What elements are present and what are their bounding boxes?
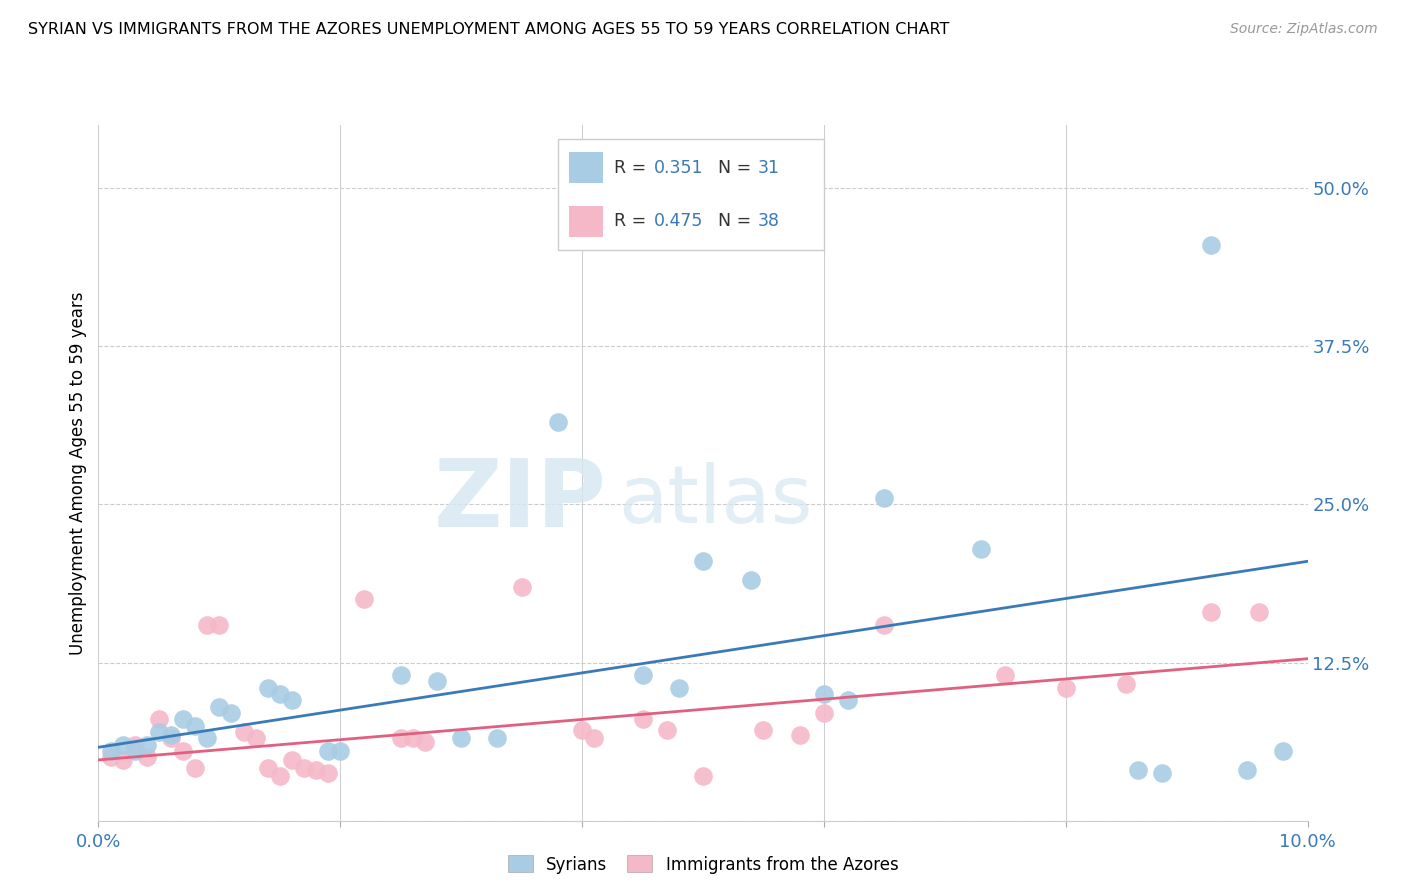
Point xyxy=(813,706,835,720)
Point xyxy=(305,763,328,777)
Point xyxy=(256,681,278,695)
Point xyxy=(486,731,509,746)
Point xyxy=(353,592,375,607)
Point xyxy=(100,750,122,764)
Point xyxy=(124,738,146,752)
Point xyxy=(148,725,170,739)
Point xyxy=(655,723,678,737)
Point xyxy=(281,693,304,707)
Point xyxy=(281,753,304,767)
Point xyxy=(172,744,194,758)
Text: ZIP: ZIP xyxy=(433,455,606,547)
Point xyxy=(329,744,352,758)
Point xyxy=(510,580,533,594)
Point xyxy=(450,731,472,746)
Point xyxy=(256,760,278,774)
Point xyxy=(752,723,775,737)
Point xyxy=(740,574,762,588)
Point xyxy=(426,674,449,689)
FancyBboxPatch shape xyxy=(558,139,824,250)
Bar xyxy=(568,153,603,184)
Text: SYRIAN VS IMMIGRANTS FROM THE AZORES UNEMPLOYMENT AMONG AGES 55 TO 59 YEARS CORR: SYRIAN VS IMMIGRANTS FROM THE AZORES UNE… xyxy=(28,22,949,37)
Point xyxy=(1272,744,1295,758)
Point xyxy=(413,735,436,749)
Text: R =: R = xyxy=(614,212,651,230)
Point xyxy=(135,738,157,752)
Point xyxy=(389,731,412,746)
Point xyxy=(994,668,1017,682)
Text: 0.475: 0.475 xyxy=(654,212,703,230)
Legend: Syrians, Immigrants from the Azores: Syrians, Immigrants from the Azores xyxy=(499,847,907,882)
Point xyxy=(184,760,207,774)
Text: 38: 38 xyxy=(758,212,779,230)
Text: 0.351: 0.351 xyxy=(654,159,703,177)
Point xyxy=(547,415,569,429)
Point xyxy=(195,617,218,632)
Point xyxy=(195,731,218,746)
Point xyxy=(221,706,243,720)
Text: 31: 31 xyxy=(758,159,779,177)
Point xyxy=(160,728,183,742)
Point xyxy=(111,753,134,767)
Text: N =: N = xyxy=(717,212,756,230)
Point xyxy=(970,541,993,556)
Point xyxy=(631,713,654,727)
Point xyxy=(571,723,593,737)
Point xyxy=(631,668,654,682)
Point xyxy=(1236,763,1258,777)
Text: N =: N = xyxy=(717,159,756,177)
Point xyxy=(1249,605,1271,619)
Point xyxy=(111,738,134,752)
Point xyxy=(269,687,291,701)
Point xyxy=(873,491,896,505)
Point xyxy=(1152,765,1174,780)
Point xyxy=(160,731,183,746)
Point xyxy=(232,725,254,739)
Point xyxy=(316,744,339,758)
Text: Source: ZipAtlas.com: Source: ZipAtlas.com xyxy=(1230,22,1378,37)
Point xyxy=(789,728,811,742)
Point xyxy=(1128,763,1150,777)
Point xyxy=(813,687,835,701)
Bar xyxy=(568,205,603,236)
Point xyxy=(402,731,425,746)
Point xyxy=(208,699,231,714)
Point xyxy=(692,554,714,568)
Point xyxy=(135,750,157,764)
Point xyxy=(837,693,859,707)
Point xyxy=(124,744,146,758)
Point xyxy=(1199,605,1222,619)
Y-axis label: Unemployment Among Ages 55 to 59 years: Unemployment Among Ages 55 to 59 years xyxy=(69,291,87,655)
Point xyxy=(292,760,315,774)
Text: atlas: atlas xyxy=(619,461,813,540)
Point xyxy=(208,617,231,632)
Point xyxy=(184,719,207,733)
Point xyxy=(269,769,291,783)
Text: R =: R = xyxy=(614,159,651,177)
Point xyxy=(389,668,412,682)
Point xyxy=(873,617,896,632)
Point xyxy=(245,731,267,746)
Point xyxy=(668,681,690,695)
Point xyxy=(1199,238,1222,252)
Point xyxy=(583,731,606,746)
Point xyxy=(100,744,122,758)
Point xyxy=(148,713,170,727)
Point xyxy=(172,713,194,727)
Point xyxy=(316,765,339,780)
Point xyxy=(1115,677,1137,691)
Point xyxy=(1054,681,1077,695)
Point xyxy=(692,769,714,783)
